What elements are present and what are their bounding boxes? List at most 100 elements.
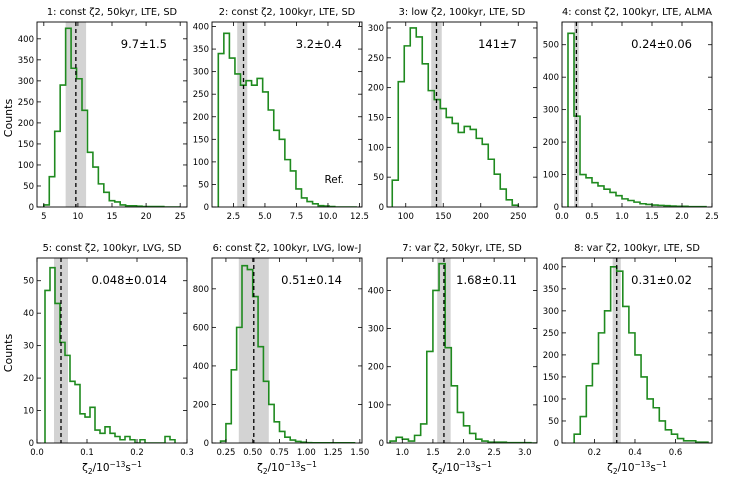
histogram-bin: [392, 180, 398, 207]
y-tick-label: 300: [193, 68, 209, 78]
x-axis-label: ζ2/10−13s−1: [82, 460, 142, 475]
median-annotation: 0.51±0.14: [281, 273, 342, 287]
y-tick-label: 150: [18, 140, 34, 150]
histogram-bin: [641, 377, 647, 443]
y-tick-label: 0: [204, 439, 209, 449]
histogram-bin: [659, 421, 665, 443]
histogram-bin: [464, 126, 470, 207]
x-tick-label: 0.3: [180, 448, 194, 458]
histogram-bin: [427, 351, 433, 443]
panel-title: 8: var ζ2, 100kyr, LTE, SD: [574, 243, 700, 254]
histogram-bin: [280, 431, 285, 443]
histogram-bin: [98, 184, 103, 207]
y-tick-label: 0: [204, 203, 209, 213]
y-tick-label: 250: [543, 329, 559, 339]
histogram-bin: [422, 64, 428, 207]
x-tick-label: 3.0: [518, 448, 532, 458]
y-tick-label: 250: [193, 90, 209, 100]
y-tick-label: 300: [543, 307, 559, 317]
panel-title: 7: var ζ2, 50kyr, LTE, SD: [402, 243, 522, 254]
x-tick-label: 0.50: [243, 448, 262, 458]
x-tick-label: 0.5: [585, 212, 599, 222]
histogram-bin: [93, 167, 98, 207]
histogram-bin: [482, 144, 488, 207]
histogram-bin: [470, 129, 476, 207]
y-tick-label: 300: [18, 77, 34, 87]
histogram-bin: [285, 437, 290, 443]
y-tick-label: 50: [23, 182, 34, 192]
y-tick-label: 400: [543, 263, 559, 273]
panel-title: 6: const ζ2, 100kyr, LVG, low-J: [213, 243, 362, 254]
x-axis-label-part: −1: [481, 460, 492, 469]
y-tick-label: 250: [368, 54, 384, 64]
histogram-bin: [404, 46, 410, 207]
histogram-bin: [610, 192, 616, 207]
median-annotation: 0.31±0.02: [631, 273, 692, 287]
x-tick-label: 250: [510, 212, 526, 222]
x-axis-label-part: −1: [306, 460, 317, 469]
histogram-bins: [574, 267, 708, 443]
x-axis-label-part: /10: [93, 462, 110, 474]
histogram-bin: [500, 189, 506, 207]
y-tick-label: 50: [373, 173, 384, 183]
y-tick-label: 200: [18, 119, 34, 129]
x-tick-label: 7.5: [290, 212, 304, 222]
x-tick-label: 20: [141, 212, 152, 222]
x-tick-label: 1.5: [426, 448, 440, 458]
panel-title: 1: const ζ2, 50kyr, LTE, SD: [47, 7, 177, 18]
y-tick-label: 100: [18, 161, 34, 171]
panel-title: 4: const ζ2, 100kyr, LTE, ALMA: [562, 7, 712, 18]
y-tick-label: 50: [548, 417, 559, 427]
median-annotation: 0.24±0.06: [631, 37, 692, 51]
y-tick-label: 150: [193, 135, 209, 145]
y-tick-label: 350: [18, 56, 34, 66]
histogram-bin: [671, 434, 677, 443]
histogram-bin: [457, 412, 463, 443]
histogram-bin: [470, 433, 476, 443]
histogram-bin: [218, 54, 224, 207]
histogram-bin: [665, 430, 671, 443]
y-tick-label: 400: [368, 286, 384, 296]
y-tick-label: 200: [193, 400, 209, 410]
histogram-bin: [604, 189, 610, 207]
y-tick-label: 300: [368, 24, 384, 34]
histogram-bin: [647, 399, 653, 443]
histogram-bin: [506, 200, 512, 207]
median-annotation: 1.68±0.11: [456, 273, 517, 287]
histogram-bin: [398, 82, 404, 207]
x-axis-label-part: /10: [443, 462, 460, 474]
histogram-bin: [653, 408, 659, 443]
histogram-outline: [574, 267, 708, 443]
y-tick-label: 200: [368, 363, 384, 373]
y-tick-label: 100: [368, 143, 384, 153]
x-axis-label: ζ2/10−13s−1: [257, 460, 317, 475]
histogram-bin: [616, 196, 622, 207]
histogram-bin: [415, 435, 421, 443]
y-tick-label: 350: [543, 285, 559, 295]
y-tick-label: 150: [543, 373, 559, 383]
histogram-bin: [104, 192, 109, 207]
x-tick-label: 2.0: [675, 212, 689, 222]
histogram-bin: [231, 370, 236, 443]
histogram-bin: [252, 85, 258, 207]
median-annotation: 141±7: [478, 37, 517, 51]
histogram-bin: [49, 177, 54, 207]
reference-note: Ref.: [324, 174, 344, 186]
x-axis-label-part: /10: [268, 462, 285, 474]
x-tick-label: 0.1: [80, 448, 94, 458]
y-axis-label-top: Counts: [2, 99, 15, 138]
y-tick-label: 200: [543, 138, 559, 148]
histogram-bin: [629, 333, 635, 443]
x-tick-label: 2.5: [705, 212, 719, 222]
histogram-bin: [80, 414, 85, 443]
x-tick-label: 0.6: [669, 448, 683, 458]
x-tick-label: 2.5: [487, 448, 501, 458]
histogram-bin: [494, 174, 500, 207]
y-tick-label: 400: [193, 362, 209, 372]
histogram-bin: [229, 58, 235, 207]
histogram-bin: [55, 131, 60, 207]
